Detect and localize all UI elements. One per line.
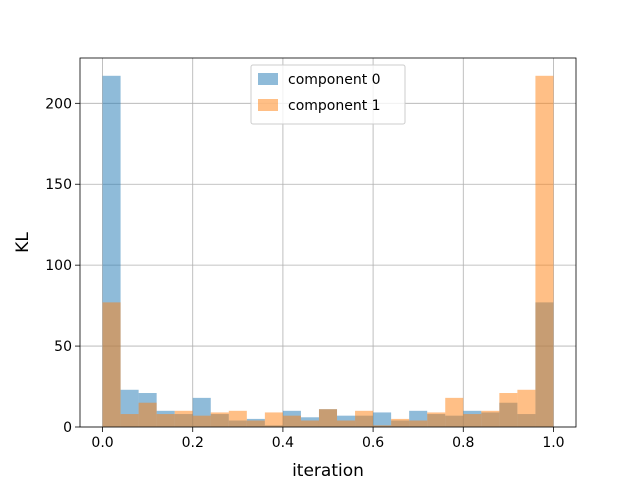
bar-component-0 — [373, 412, 392, 427]
bar-component-1 — [481, 410, 500, 427]
x-tick-label: 0.2 — [182, 435, 204, 451]
bar-component-1 — [102, 302, 121, 427]
bar-component-1 — [228, 410, 247, 427]
axis-ticks: 0.0 0.2 0.4 0.6 0.8 1.0 0 50 100 150 200 — [45, 96, 564, 451]
bar-component-1 — [337, 420, 356, 427]
bar-component-1 — [138, 402, 157, 427]
x-tick-label: 1.0 — [542, 435, 564, 451]
bar-component-1 — [445, 397, 464, 427]
y-tick-label: 50 — [54, 339, 72, 355]
x-tick-label: 0.6 — [362, 435, 384, 451]
y-tick-label: 0 — [63, 420, 72, 436]
bar-component-1 — [391, 418, 410, 427]
x-tick-label: 0.4 — [272, 435, 294, 451]
bar-component-1 — [535, 75, 554, 427]
bar-component-1 — [246, 420, 265, 427]
legend-label-component-0: component 0 — [288, 72, 381, 88]
bar-component-1 — [120, 414, 139, 427]
y-tick-label: 150 — [45, 177, 72, 193]
bar-component-1 — [192, 415, 211, 427]
y-tick-label: 100 — [45, 258, 72, 274]
bar-component-1 — [264, 412, 283, 427]
plot-frame — [79, 57, 577, 428]
bar-component-1 — [210, 412, 229, 427]
bar-component-1 — [499, 393, 518, 427]
y-tick-label: 200 — [45, 96, 72, 112]
bar-component-1 — [300, 420, 319, 427]
bar-component-1 — [174, 410, 193, 427]
bar-component-1 — [373, 425, 392, 427]
x-tick-label: 0.8 — [452, 435, 474, 451]
bar-component-1 — [318, 409, 338, 427]
bars — [102, 75, 554, 427]
bar-component-1 — [282, 415, 301, 427]
legend-swatch-component-0 — [258, 73, 278, 85]
legend: component 0 component 1 — [250, 64, 406, 125]
bar-component-1 — [355, 410, 374, 427]
x-tick-label: 0.0 — [91, 435, 113, 451]
bar-component-1 — [409, 420, 428, 427]
x-axis-label: iteration — [292, 461, 364, 480]
legend-label-component-1: component 1 — [288, 98, 381, 114]
legend-box — [250, 64, 406, 125]
bar-component-1 — [463, 414, 482, 427]
legend-swatch-component-1 — [258, 99, 278, 111]
bar-component-1 — [517, 389, 536, 427]
y-axis-label: KL — [13, 232, 33, 253]
bar-component-1 — [427, 412, 446, 427]
bar-component-1 — [156, 414, 175, 427]
